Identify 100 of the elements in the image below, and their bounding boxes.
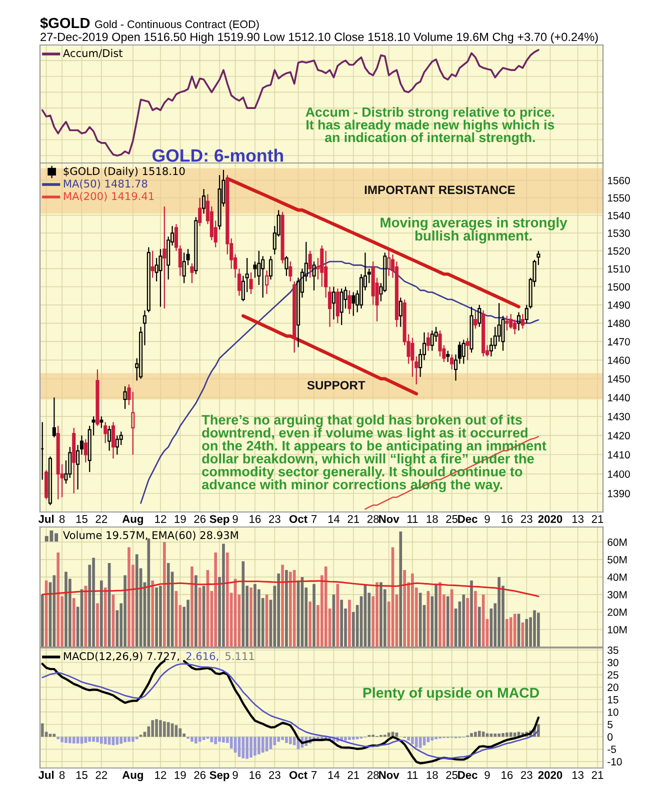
bar	[104, 736, 107, 744]
bar	[40, 723, 44, 737]
bar	[399, 532, 402, 647]
bar	[186, 600, 190, 647]
x-tick-label: 19	[174, 771, 186, 779]
candlestick	[40, 422, 44, 480]
x-tick-label: 16	[502, 515, 513, 523]
bar	[100, 736, 103, 744]
bar	[506, 619, 508, 647]
bar	[72, 598, 76, 647]
x-tick-label: 15	[76, 515, 88, 523]
candlestick	[462, 339, 466, 364]
candlestick	[516, 312, 521, 332]
y-tick-label: 15	[608, 696, 618, 704]
x-tick-label: 25	[446, 771, 458, 779]
y-tick-label: 1550	[608, 194, 630, 202]
y-tick-label: 1470	[608, 338, 630, 346]
candlestick	[308, 250, 312, 278]
candlestick	[288, 260, 292, 282]
bar	[214, 552, 218, 647]
candlestick	[96, 368, 100, 426]
candlestick	[104, 422, 108, 444]
annotation: Plenty of upside on MACD	[363, 687, 539, 701]
x-tick-label: 23	[521, 771, 532, 779]
bar	[60, 736, 64, 742]
bar	[502, 733, 504, 737]
bar	[194, 736, 198, 744]
legend-label: MA(50) 1481.78	[64, 179, 148, 189]
y-tick-label: 20M	[608, 608, 627, 616]
bar	[537, 724, 540, 737]
bar	[509, 732, 512, 737]
bar	[344, 736, 347, 740]
x-tick-label: 23	[269, 515, 280, 523]
y-tick-label: 1530	[608, 230, 630, 237]
candlestick	[430, 330, 434, 352]
bar	[210, 736, 214, 742]
bar	[242, 561, 245, 647]
y-tick-label: 25	[608, 671, 618, 679]
bar	[506, 732, 508, 737]
bar	[64, 736, 68, 743]
x-tick-label: Sep	[210, 771, 230, 782]
x-tick-label: 23	[521, 515, 532, 523]
y-tick-label: 0	[608, 733, 613, 741]
bar	[411, 736, 414, 744]
bar	[151, 720, 154, 737]
bar	[246, 736, 249, 759]
bar	[162, 542, 166, 647]
x-tick-label: 13	[572, 771, 584, 779]
bar	[155, 719, 158, 737]
candlestick	[478, 304, 482, 328]
bar	[230, 736, 233, 748]
x-tick-label: 16	[250, 515, 261, 523]
bar	[194, 575, 198, 647]
candlestick	[332, 286, 336, 320]
y-tick-label: 1430	[608, 412, 630, 420]
chart-subtitle: 27-Dec-2019 Open 1516.50 High 1519.90 Low 1512.10 Close 1518.10 Volume 19.6M Chg +3.70 (+0.24%)	[40, 32, 598, 44]
x-tick-label: 21	[592, 771, 604, 779]
bar	[128, 736, 130, 742]
candlestick	[111, 422, 116, 460]
candlestick	[284, 256, 288, 276]
bar	[482, 732, 485, 737]
x-tick-label: 23	[269, 771, 280, 779]
y-tick-label: 60M	[608, 538, 627, 546]
x-tick-label: 2020	[538, 515, 562, 523]
bar	[438, 582, 442, 647]
y-tick-label: 30M	[608, 591, 627, 598]
bar	[312, 584, 316, 647]
candlestick	[158, 248, 162, 308]
candlestick	[505, 315, 509, 332]
candlestick	[52, 396, 56, 438]
candlestick	[398, 297, 402, 328]
bar	[92, 736, 95, 742]
candlestick	[450, 354, 454, 370]
bar	[222, 736, 225, 742]
bar	[470, 580, 473, 647]
bar	[162, 721, 166, 737]
bar	[218, 736, 221, 742]
candlestick	[162, 206, 166, 310]
x-tick-label: 11	[408, 515, 418, 523]
bar	[257, 736, 260, 754]
x-tick-label: 9	[484, 771, 490, 779]
legend-label: Accum/Dist	[63, 48, 123, 58]
bar	[380, 582, 382, 647]
x-tick-label: 7	[312, 771, 317, 779]
x-tick-label: Dec	[458, 515, 478, 523]
candlestick	[470, 306, 474, 354]
y-tick-label: 1490	[608, 301, 630, 309]
x-tick-label: 8	[59, 515, 65, 523]
bar	[285, 736, 288, 743]
bar	[68, 736, 72, 744]
legend-label: $GOLD (Daily) 1518.10	[64, 166, 185, 178]
bar	[403, 570, 406, 647]
candlestick	[72, 427, 76, 494]
y-tick-label: 1500	[608, 283, 630, 291]
legend-label: MACD(12,26,9) 7.727,	[64, 652, 179, 662]
chart-title: $GOLD Gold - Continuous Contract (EOD)	[40, 17, 259, 30]
candlestick	[387, 248, 391, 276]
x-tick-label: 28	[367, 771, 379, 779]
bar	[466, 598, 469, 647]
bar	[348, 736, 351, 740]
